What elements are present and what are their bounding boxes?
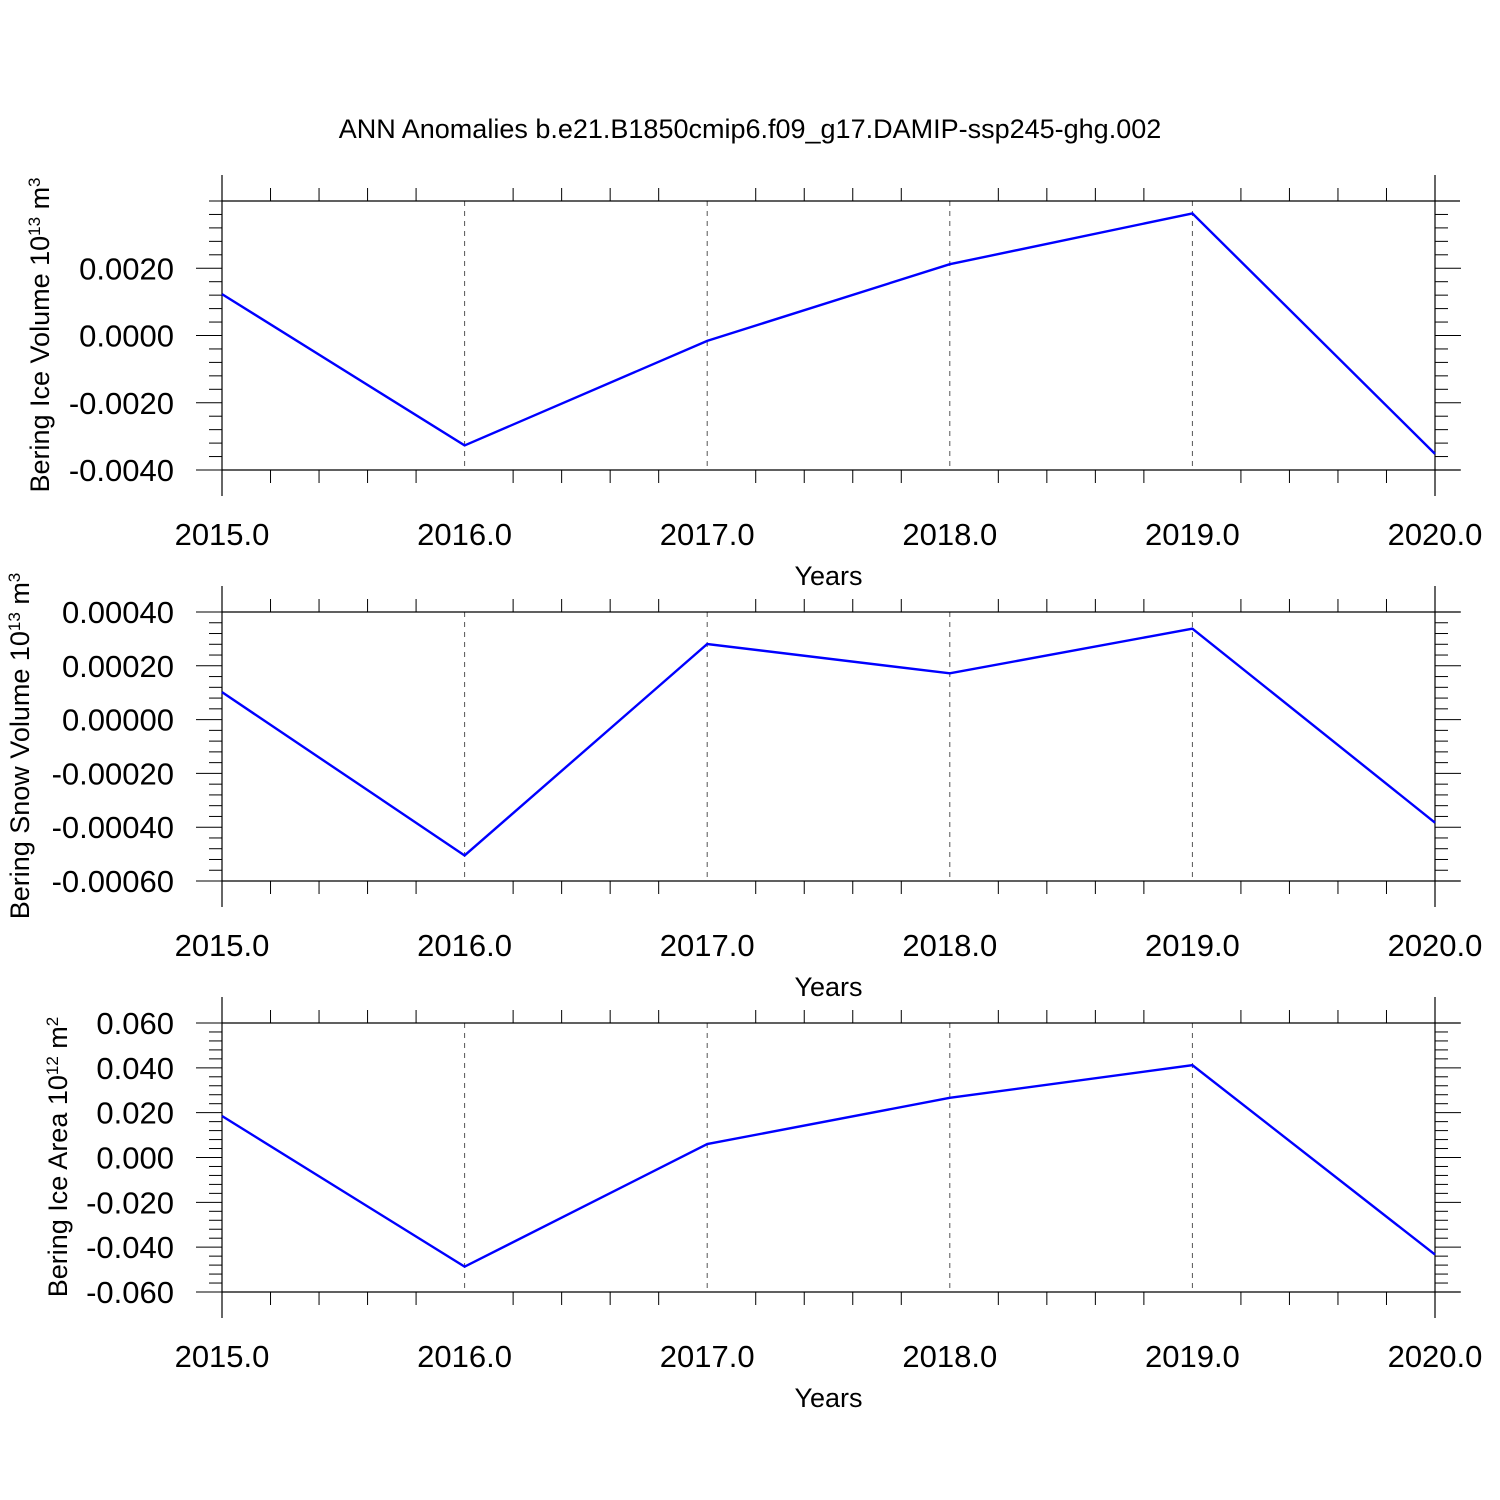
y-label-superscript: 2 (43, 1017, 62, 1026)
y-label-text: m (43, 1026, 73, 1056)
x-axis-label: Years (794, 561, 862, 591)
y-label-superscript: 12 (43, 1056, 62, 1075)
y-label-superscript: 13 (5, 612, 24, 631)
x-tick-label: 2020.0 (1388, 928, 1483, 963)
x-tick-label: 2018.0 (902, 1339, 997, 1374)
x-tick-label: 2020.0 (1388, 517, 1483, 552)
y-axis-label: Bering Ice Volume 1013 m3 (25, 177, 56, 492)
y-label-superscript: 3 (25, 177, 44, 186)
y-tick-label: -0.040 (86, 1230, 174, 1265)
panel-1: 2015.0 2016.0 2017.0 2018.0 2019.0 2020.0 Year… (25, 175, 1483, 591)
y-tick-label: -0.020 (86, 1185, 174, 1220)
x-tick-label: 2015.0 (175, 517, 270, 552)
y-tick-label: -0.00040 (52, 810, 174, 845)
chart-title: ANN Anomalies b.e21.B1850cmip6.f09_g17.D… (339, 114, 1162, 144)
y-tick-label: 0.00000 (62, 703, 174, 738)
x-axis-label: Years (794, 1383, 862, 1413)
series-line (221, 212, 1436, 455)
x-tick-label: 2017.0 (660, 928, 755, 963)
y-tick-label: -0.0040 (69, 453, 174, 488)
series-line (221, 1063, 1436, 1269)
x-tick-label: 2015.0 (175, 1339, 270, 1374)
y-tick-label: 0.060 (96, 1006, 174, 1041)
y-tick-label: 0.040 (96, 1051, 174, 1086)
x-tick-label: 2020.0 (1388, 1339, 1483, 1374)
x-tick-label: 2016.0 (417, 1339, 512, 1374)
y-label-text: m (5, 582, 35, 612)
x-tick-label: 2018.0 (902, 517, 997, 552)
y-axis-label: Bering Snow Volume 1013 m3 (5, 573, 36, 920)
y-label-text: Bering Ice Volume 10 (25, 236, 55, 493)
y-tick-label: 0.0000 (79, 319, 174, 354)
y-label-superscript: 13 (25, 217, 44, 236)
y-tick-label: 0.000 (96, 1141, 174, 1176)
series-line (221, 627, 1436, 857)
y-tick-label: -0.060 (86, 1275, 174, 1310)
y-tick-label: 0.020 (96, 1096, 174, 1131)
y-label-text: m (25, 187, 55, 217)
y-label-text: Bering Snow Volume 10 (5, 631, 35, 919)
x-tick-label: 2019.0 (1145, 517, 1240, 552)
y-tick-label: -0.00020 (52, 756, 174, 791)
y-tick-label: -0.00060 (52, 864, 174, 899)
x-axis-label: Years (794, 972, 862, 1002)
panels: 2015.0 2016.0 2017.0 2018.0 2019.0 2020.0 Year… (5, 175, 1483, 1413)
panel-3: 2015.0 2016.0 2017.0 2018.0 2019.0 2020.0 Year… (43, 997, 1483, 1413)
x-tick-label: 2016.0 (417, 928, 512, 963)
y-tick-label: -0.0020 (69, 386, 174, 421)
y-tick-label: 0.00020 (62, 649, 174, 684)
x-tick-label: 2019.0 (1145, 1339, 1240, 1374)
y-tick-label: 0.0020 (79, 251, 174, 286)
y-tick-label: 0.00040 (62, 595, 174, 630)
x-tick-label: 2018.0 (902, 928, 997, 963)
y-axis-label: Bering Ice Area 1012 m2 (43, 1017, 74, 1298)
x-tick-label: 2017.0 (660, 1339, 755, 1374)
x-tick-label: 2016.0 (417, 517, 512, 552)
panel-2: 2015.0 2016.0 2017.0 2018.0 2019.0 2020.0 Year… (5, 573, 1483, 1002)
y-label-text: Bering Ice Area 10 (43, 1075, 73, 1297)
x-tick-label: 2019.0 (1145, 928, 1240, 963)
y-label-superscript: 3 (5, 573, 24, 582)
x-tick-label: 2015.0 (175, 928, 270, 963)
x-tick-label: 2017.0 (660, 517, 755, 552)
